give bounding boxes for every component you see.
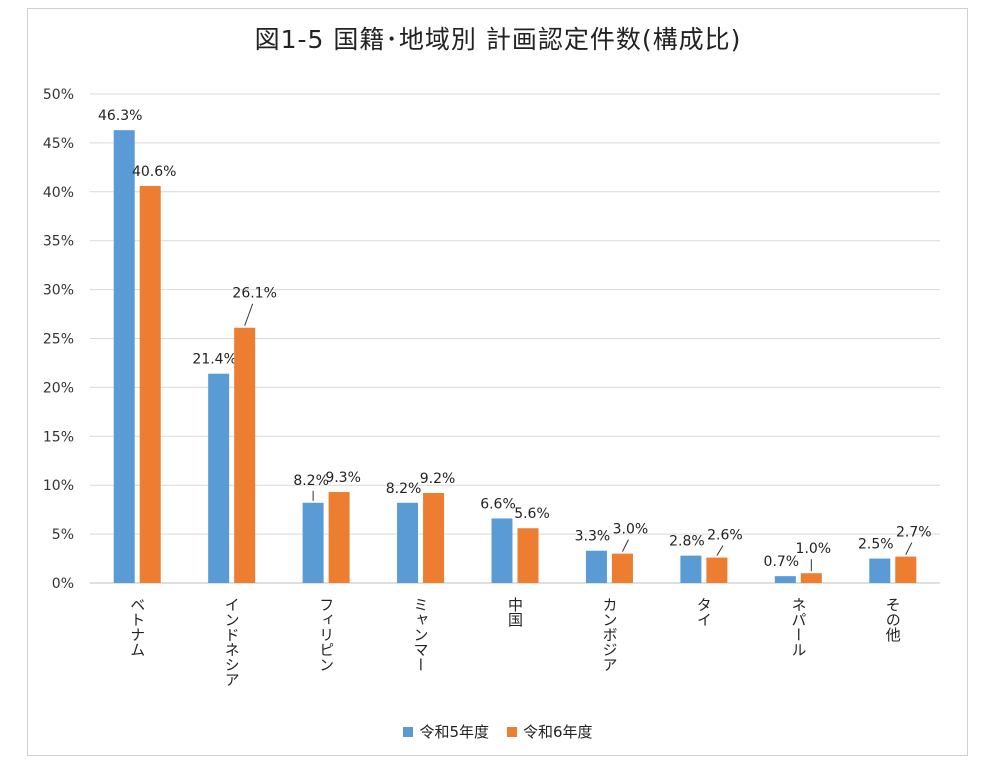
chart-title: 図1-5 国籍･地域別 計画認定件数(構成比): [254, 25, 742, 54]
bar-r5: [397, 502, 419, 583]
data-label: 9.2%: [420, 471, 456, 487]
y-tick-label: 10%: [43, 478, 74, 494]
legend-item-r5: 令和5年度: [403, 721, 489, 742]
legend: 令和5年度 令和6年度: [0, 721, 996, 742]
legend-swatch-r5: [403, 726, 414, 737]
y-tick-label: 15%: [43, 429, 74, 445]
bar-r5: [585, 550, 607, 583]
y-tick-label: 45%: [43, 136, 74, 152]
data-label: 46.3%: [98, 108, 142, 124]
bar-r5: [680, 555, 702, 583]
legend-item-r6: 令和6年度: [507, 721, 593, 742]
data-label: 2.8%: [669, 534, 705, 550]
bar-r6: [328, 492, 350, 583]
y-tick-label: 25%: [43, 332, 74, 348]
bar-r5: [491, 518, 513, 583]
leader-line: [621, 539, 629, 552]
data-label: 2.7%: [896, 525, 932, 541]
legend-swatch-r6: [507, 726, 517, 737]
data-label: 8.2%: [293, 473, 329, 489]
data-label: 1.0%: [796, 541, 832, 557]
legend-label-r5: 令和5年度: [419, 723, 489, 741]
bar-r5: [869, 558, 891, 583]
x-category-label: カンボジア: [600, 597, 618, 672]
x-category-label: ミャンマー: [412, 597, 430, 672]
x-category-label: フィリピン: [317, 597, 335, 672]
data-label: 2.6%: [707, 528, 743, 544]
leader-line: [716, 545, 724, 556]
chart-frame: [27, 8, 968, 756]
bar-r6: [800, 573, 822, 583]
bar-r6: [423, 493, 445, 583]
data-label: 0.7%: [764, 554, 800, 570]
leader-line: [244, 303, 254, 326]
bar-r6: [234, 327, 256, 583]
x-category-label: ネパール: [789, 597, 807, 657]
bar-r6: [895, 556, 917, 583]
data-label: 3.3%: [575, 529, 611, 545]
bar-r6: [611, 553, 633, 583]
bar-r6: [139, 185, 161, 583]
y-tick-label: 20%: [43, 380, 74, 396]
leader-line: [905, 542, 913, 555]
data-label: 9.3%: [325, 470, 361, 486]
legend-label-r6: 令和6年度: [523, 723, 593, 741]
data-label: 2.5%: [858, 537, 894, 553]
x-category-label: インドネシア: [223, 597, 241, 687]
x-category-label: タイ: [695, 597, 713, 627]
bar-r5: [774, 576, 796, 583]
data-label: 6.6%: [480, 496, 516, 512]
x-category-label: ベトナム: [128, 597, 146, 657]
data-label: 5.6%: [514, 506, 550, 522]
x-category-label: その他: [884, 597, 902, 643]
bar-r5: [302, 502, 324, 583]
data-label: 40.6%: [132, 164, 176, 180]
bar-r6: [706, 557, 728, 583]
y-tick-label: 50%: [43, 87, 74, 103]
bar-r5: [208, 373, 230, 583]
x-category-label: 中国: [506, 597, 524, 627]
data-label: 21.4%: [192, 352, 236, 368]
y-tick-label: 5%: [52, 527, 74, 543]
data-label: 8.2%: [386, 481, 422, 497]
bar-r5: [113, 130, 135, 583]
data-label: 3.0%: [613, 522, 649, 538]
y-tick-label: 35%: [43, 234, 74, 250]
y-tick-label: 30%: [43, 283, 74, 299]
data-label: 26.1%: [232, 286, 276, 302]
y-tick-label: 0%: [52, 576, 74, 592]
y-tick-label: 40%: [43, 185, 74, 201]
bar-r6: [517, 528, 539, 583]
